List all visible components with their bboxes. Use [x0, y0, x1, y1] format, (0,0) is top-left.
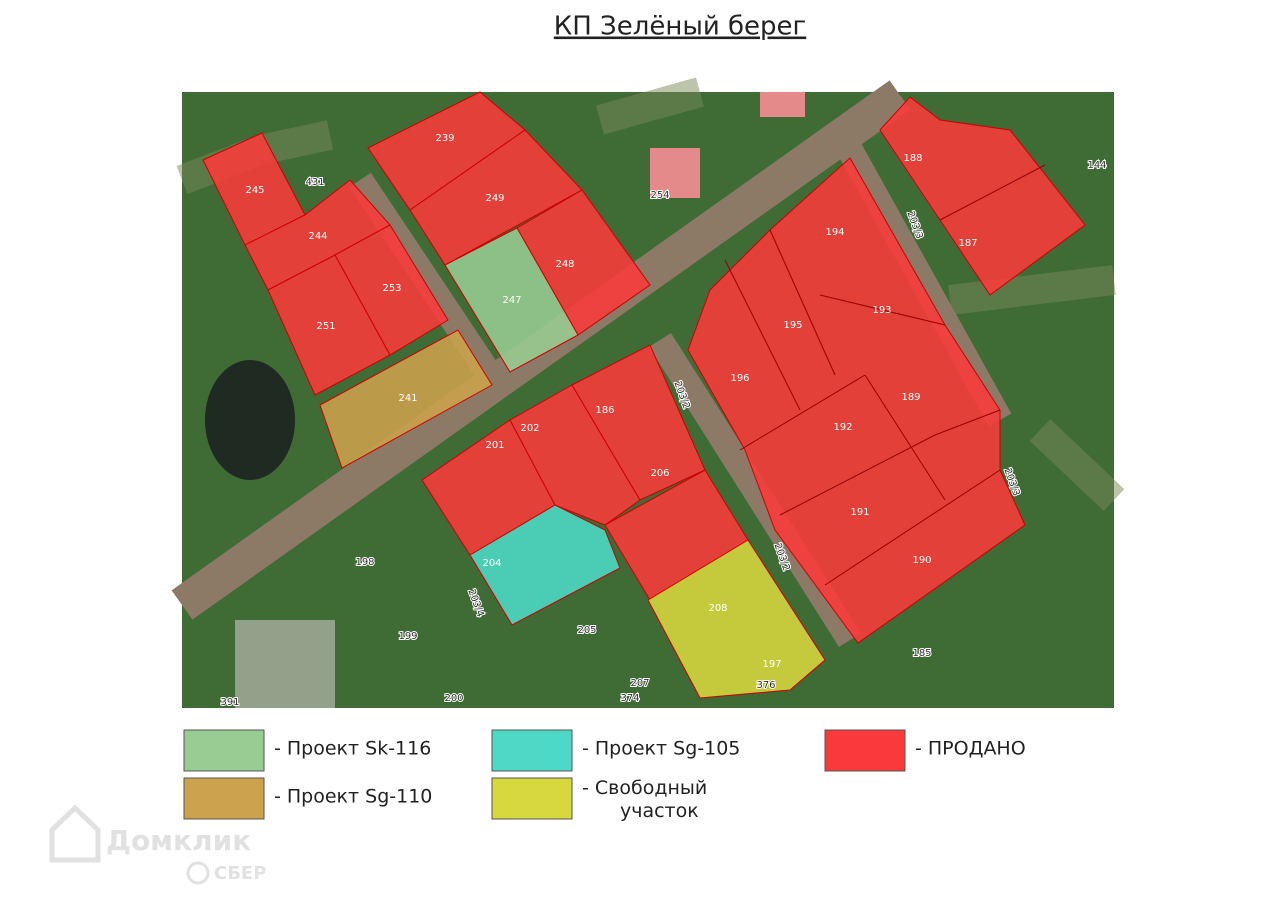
legend-label: - Проект Sg-105	[582, 738, 740, 760]
plot	[444, 227, 579, 373]
plot-label: 189	[901, 392, 920, 403]
plot-label: 206	[650, 468, 669, 479]
plot-label: 245	[245, 185, 264, 196]
plot-label: 207	[630, 678, 649, 689]
watermark-icon	[186, 861, 210, 885]
plot-label: 198	[355, 557, 374, 568]
plot-label: 194	[825, 227, 844, 238]
plot	[469, 504, 621, 626]
plot	[319, 329, 493, 469]
plot-label: 247	[502, 295, 521, 306]
plot-label: 248	[555, 259, 574, 270]
plot-label: 190	[912, 555, 931, 566]
plot-label: 191	[850, 507, 869, 518]
plot-label: 204	[482, 558, 501, 569]
watermark-icon	[49, 804, 101, 863]
plot-label: 202	[520, 423, 539, 434]
watermark: Домклик СБЕР	[49, 804, 266, 885]
plot-label: 188	[903, 153, 922, 164]
plot-label: 249	[485, 193, 504, 204]
plot-label: 186	[595, 405, 614, 416]
plot-label: 195	[783, 320, 802, 331]
plot-label: 251	[316, 321, 335, 332]
plot-label: 431	[305, 177, 324, 188]
legend-label: - Проект Sk-116	[274, 738, 431, 760]
plot-label: 254	[650, 190, 669, 201]
building	[650, 148, 700, 198]
plot-border	[724, 164, 1046, 586]
pond	[205, 360, 295, 480]
plot-label: 208	[708, 603, 727, 614]
plot	[647, 539, 826, 699]
legend-swatch	[824, 729, 906, 772]
plot-label: 193	[872, 305, 891, 316]
plot-label: 376	[756, 680, 775, 691]
plot-label: 239	[435, 133, 454, 144]
plot-label: 199	[398, 631, 417, 642]
plot-label: 205	[577, 625, 596, 636]
legend-label: - ПРОДАНО	[915, 738, 1026, 760]
legend-line: - Свободный	[582, 777, 707, 799]
building	[760, 92, 805, 117]
legend-swatch	[491, 729, 573, 772]
plot	[509, 384, 641, 526]
plot-label: 185	[912, 648, 931, 659]
plot-label: 144	[1087, 160, 1106, 171]
plot-label: 244	[308, 231, 327, 242]
plot-label: 253	[382, 283, 401, 294]
legend-label: - Проект Sg-110	[274, 786, 432, 808]
plot-label: 241	[398, 393, 417, 404]
plot-label: 196	[730, 373, 749, 384]
legend-swatch	[183, 777, 265, 820]
plot-label: 192	[833, 422, 852, 433]
plot	[267, 254, 391, 396]
plot-label: 187	[958, 238, 977, 249]
building	[235, 620, 335, 708]
plot-label: 200	[444, 693, 463, 704]
plot-label: 374	[620, 693, 639, 704]
plot-label: 391	[220, 697, 239, 708]
legend-swatch	[491, 777, 573, 820]
plot	[879, 96, 1086, 296]
plot-label: 197	[762, 659, 781, 670]
plot-label: 201	[485, 440, 504, 451]
map: 239 249 248 247 245 244 253 251 241 431 254 201 202 1…	[171, 77, 1125, 709]
plot	[687, 157, 1026, 644]
watermark-text: СБЕР	[214, 863, 266, 884]
watermark-text: Домклик	[106, 824, 251, 857]
legend-label: - Свободный участок	[582, 777, 707, 822]
legend-line: участок	[620, 800, 699, 822]
legend-swatch	[183, 729, 265, 772]
title: КП Зелёный берег	[554, 12, 806, 42]
